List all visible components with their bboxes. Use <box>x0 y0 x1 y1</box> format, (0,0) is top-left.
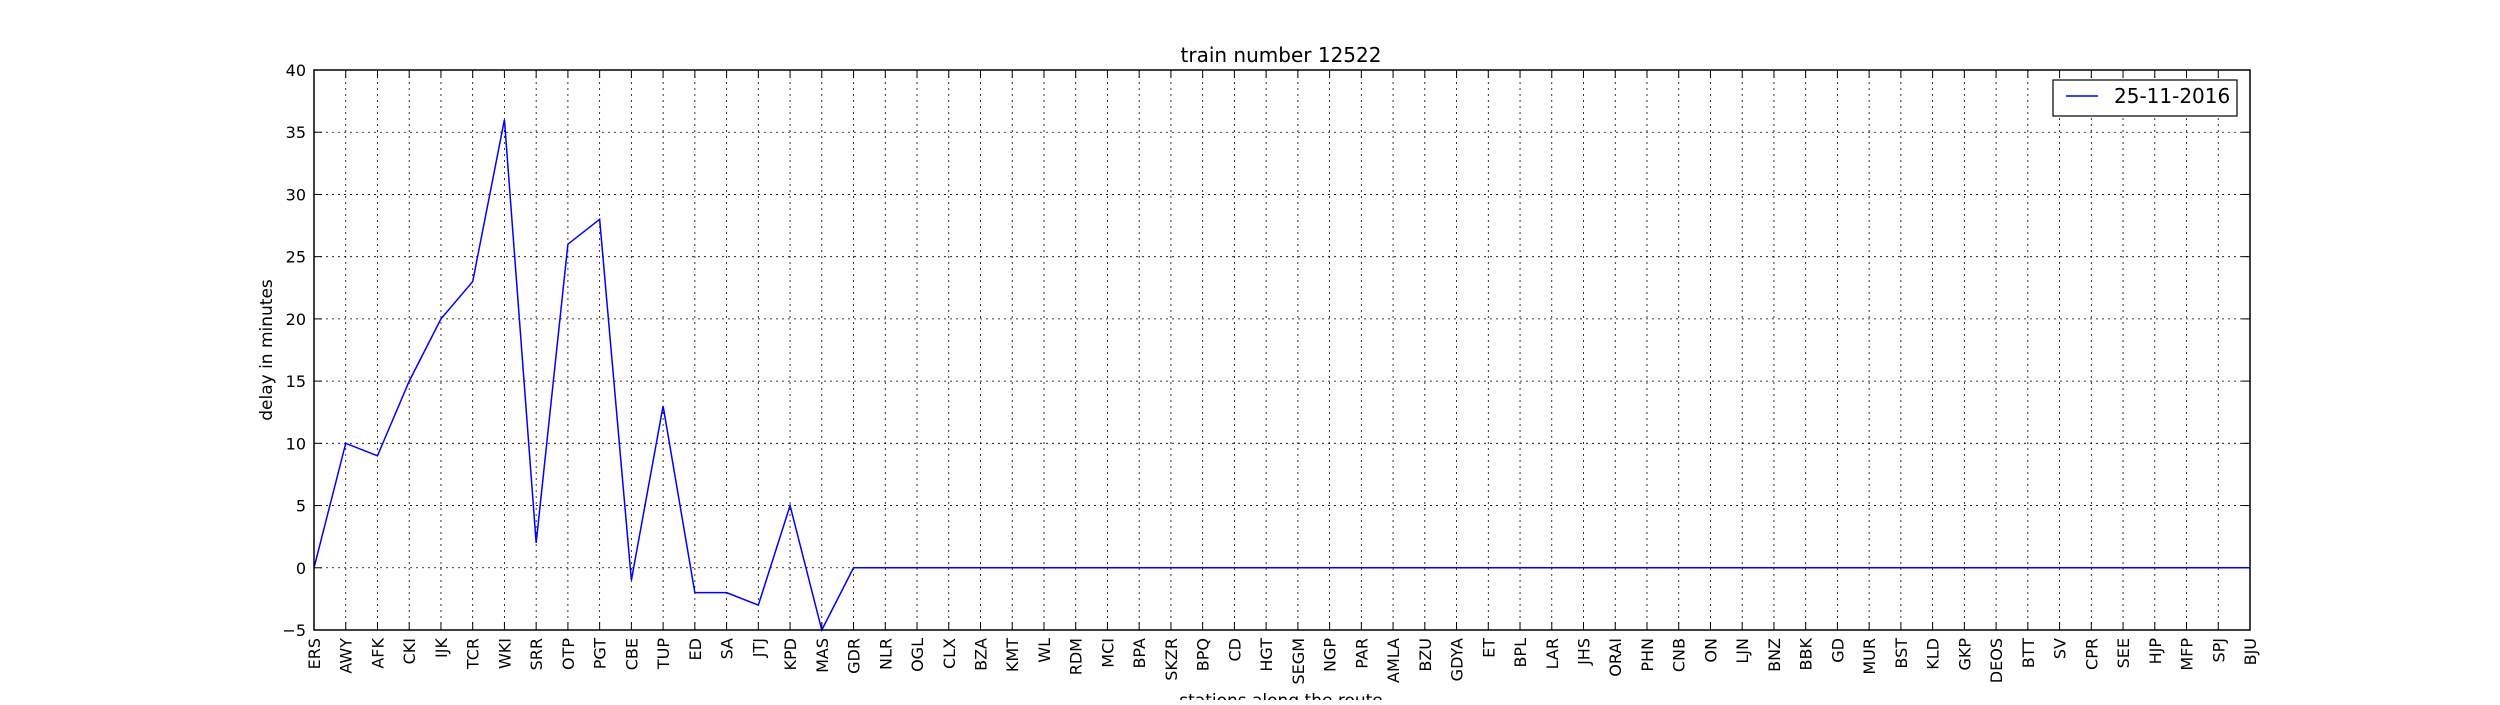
x-tick-label: OTP <box>559 638 578 670</box>
x-tick-label: ON <box>1701 638 1720 663</box>
y-tick-label: −5 <box>282 621 306 640</box>
x-tick-label: MUR <box>1860 638 1879 675</box>
x-tick-label: KPD <box>781 638 800 670</box>
x-tick-label: LJN <box>1733 638 1752 664</box>
y-tick-label: 20 <box>286 310 306 329</box>
x-tick-label: SEGM <box>1289 638 1308 684</box>
x-tick-label: BZA <box>971 638 990 671</box>
x-tick-label: SA <box>718 638 737 659</box>
x-tick-label: KMT <box>1003 638 1022 672</box>
y-tick-label: 30 <box>286 185 306 204</box>
x-tick-label: HGT <box>1257 638 1276 672</box>
x-tick-label: CNB <box>1670 638 1689 672</box>
x-tick-label: MAS <box>813 638 832 673</box>
x-tick-label: CD <box>1225 638 1244 662</box>
chart-title: train number 12522 <box>1181 43 1382 67</box>
x-tick-label: GD <box>1828 638 1847 663</box>
x-tick-label: BBK <box>1797 638 1816 671</box>
x-tick-label: TUP <box>654 638 673 670</box>
x-tick-label: NLR <box>876 638 895 670</box>
x-tick-label: NGP <box>1321 638 1340 672</box>
x-tick-label: IJK <box>432 638 451 658</box>
x-tick-label: BPL <box>1511 638 1530 668</box>
x-tick-label: GDYA <box>1448 638 1467 681</box>
x-tick-label: MFP <box>2178 638 2197 671</box>
x-tick-label: SRR <box>527 638 546 670</box>
x-tick-label: BPQ <box>1194 638 1213 671</box>
x-tick-label: BJU <box>2241 638 2260 665</box>
x-tick-label: CKI <box>400 638 419 664</box>
y-tick-label: 40 <box>286 61 306 80</box>
x-tick-label: CBE <box>622 638 641 670</box>
legend-label: 25-11-2016 <box>2114 84 2230 108</box>
legend: 25-11-2016 <box>2052 79 2238 117</box>
x-tick-label: DEOS <box>1987 638 2006 683</box>
x-tick-label: KLD <box>1924 638 1943 670</box>
grid <box>313 69 2251 631</box>
x-tick-label: CLX <box>940 638 959 669</box>
x-tick-label: SPJ <box>2209 638 2228 663</box>
y-tick-label: 35 <box>286 123 306 142</box>
x-tick-label: AWY <box>337 638 356 674</box>
plot-frame <box>313 69 2251 631</box>
x-tick-label: BTT <box>2019 638 2038 668</box>
x-tick-label: PGT <box>591 638 610 669</box>
x-tick-label: SEE <box>2114 638 2133 668</box>
x-tick-label: GDR <box>845 638 864 674</box>
y-axis-label: delay in minutes <box>257 279 277 421</box>
x-tick-label: WKI <box>495 638 514 669</box>
x-tick-label: CPR <box>2082 638 2101 670</box>
x-axis-ticks: ERS AWY AFK CKI IJK TCR WKI SRR OTP PGT CBE TUP ED SA… <box>305 70 2260 684</box>
x-tick-label: BPA <box>1130 638 1149 669</box>
x-tick-label: JHS <box>1575 638 1594 666</box>
x-tick-label: GKP <box>1955 638 1974 671</box>
x-tick-label: AFK <box>368 637 387 668</box>
x-tick-label: AMLA <box>1384 638 1403 683</box>
x-tick-label: SKZR <box>1162 638 1181 681</box>
x-tick-label: LAR <box>1543 638 1562 669</box>
series-layer <box>313 119 2250 633</box>
x-tick-label: BZU <box>1416 638 1435 672</box>
y-tick-label: 15 <box>286 372 306 391</box>
x-tick-label: ORAI <box>1606 638 1625 677</box>
x-tick-label: PAR <box>1352 638 1371 669</box>
x-tick-label: ERS <box>305 638 324 669</box>
y-tick-label: 10 <box>286 434 306 453</box>
x-tick-label: PHN <box>1638 638 1657 672</box>
y-axis-ticks: −5 0 5 10 15 20 25 30 35 40 <box>282 61 2250 640</box>
y-tick-label: 5 <box>296 497 306 516</box>
x-tick-label: HJP <box>2146 638 2165 665</box>
series-line <box>313 119 2250 633</box>
x-tick-label: RDM <box>1067 638 1086 675</box>
x-tick-label: BNZ <box>1765 638 1784 672</box>
x-tick-label: SV <box>2051 638 2070 659</box>
x-axis-label: stations along the route <box>1179 691 1383 700</box>
x-tick-label: BST <box>1892 638 1911 669</box>
x-tick-label: OGL <box>908 638 927 672</box>
y-tick-label: 0 <box>296 559 306 578</box>
y-tick-label: 25 <box>286 248 306 267</box>
x-tick-label: MCI <box>1098 638 1117 668</box>
x-tick-label: TCR <box>464 638 483 670</box>
x-tick-label: ED <box>686 638 705 660</box>
legend-box <box>2052 79 2238 117</box>
x-tick-label: ET <box>1479 638 1498 658</box>
x-tick-label: JTJ <box>749 638 768 658</box>
x-tick-label: WL <box>1035 638 1054 663</box>
